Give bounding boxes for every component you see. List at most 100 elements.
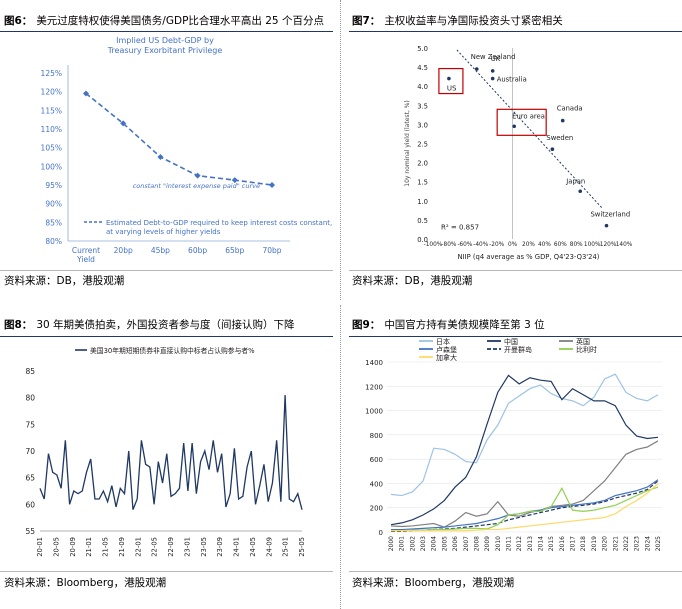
fig8-ytick-label: 70 [25,447,35,456]
fig7-point [604,223,609,228]
fig8-ytick-label: 60 [25,500,35,509]
fig7-point [560,118,565,123]
fig7-ylabel: 10y nominal yield (latest, %) [404,100,411,187]
fig7-ytick-label: 4.0 [417,83,428,91]
fig6-ytick-label: 85% [45,218,62,227]
fig6-ytick-label: 90% [45,200,62,209]
fig6-xtick-label: Yield [76,255,95,264]
fig9-ytick-label: 600 [370,456,383,464]
fig6-title-line2: Treasury Exorbitant Privilege [107,46,223,55]
fig9-xtick-label: 2007 [463,536,470,551]
fig9-top-rule [349,336,682,337]
fig9-legend-label: 日本 [436,337,450,346]
fig8-xtick-label: 22-01 [134,537,142,557]
fig9-ytick-label: 1200 [365,383,383,391]
fig6-ytick-label: 100% [41,162,62,171]
fig9-legend-label: 加拿大 [436,353,457,362]
fig6-xtick-label: 65bp [225,246,244,255]
fig7-point [490,69,495,73]
fig8-xtick-label: 25-05 [298,537,306,557]
fig9-legend-label: 卢森堡 [436,345,457,354]
fig9-xtick-label: 2022 [623,536,630,551]
fig9-xtick-label: 2018 [580,536,587,551]
fig7-ytick-label: 0.5 [417,217,428,225]
fig8-legend-label: 美国30年期短期债券非直接认购中标者占认购参与者% [90,346,255,355]
fig8-xtick-label: 24-05 [249,537,257,557]
fig6-ytick-label: 110% [41,125,62,134]
fig7-point-label: Euro area [512,112,545,120]
fig7-xtick-label: -80% [441,242,456,248]
fig7-xtick-label: 80% [570,242,583,248]
fig6-point [231,177,238,184]
fig7-xtick-label: 0% [508,242,518,248]
fig9-xtick-label: 2014 [538,536,545,551]
fig8-ytick-label: 55 [25,527,35,536]
fig7-xtick-label: -60% [457,242,472,248]
fig8-xtick-label: 21-05 [102,537,110,557]
fig6-ytick-label: 120% [41,88,62,97]
fig6-point [120,120,127,127]
fig9-xtick-label: 2012 [516,536,523,551]
fig8-ytick-label: 80 [25,394,35,403]
fig7-us-highlight-box [438,67,464,95]
fig7-point [550,147,555,152]
fig8-ytick-label: 65 [25,474,35,483]
fig7-ytick-label: 5.0 [417,45,428,53]
fig7-point-label: Sweden [546,134,573,142]
fig7-xtick-label: -100% [424,242,443,248]
fig6-ytick-label: 80% [45,237,62,246]
fig7-xlabel: NIIP (q4 average as % GDP, Q4'23-Q3'24) [458,253,600,261]
fig6-ytick-label: 115% [41,106,62,115]
fig7-point [578,189,583,194]
fig9-ytick-label: 400 [370,480,383,488]
fig8-xtick-label: 20-09 [69,537,77,557]
fig9-legend-label: 中国 [504,337,518,346]
fig9-legend-label: 开曼群岛 [504,345,532,354]
fig9-ytick-label: 0 [379,529,383,537]
fig7-xtick-label: 20% [522,242,535,248]
fig6-title: 图6： 美元过度特权使得美国债务/GDP比合理水平高出 25 个百分点 [4,15,324,27]
fig7-point [490,76,495,81]
fig8-xtick-label: 20-01 [36,537,44,557]
fig7-top-rule [349,31,682,32]
fig8-ytick-label: 85 [25,367,35,376]
fig7-chart: 0.0 0.5 1.0 1.5 2.0 2.5 3.0 3.5 4.0 4.5 5.0 -100% -8… [404,45,633,261]
fig8-source: 资料来源：Bloomberg，港股观潮 [4,577,167,589]
fig7-point-label: Australia [497,76,527,84]
fig7-xtick-label: 60% [554,242,567,248]
fig9-xtick-label: 2013 [527,536,534,551]
fig7-point-label: UK [491,55,501,63]
fig7-point-label: Canada [557,105,583,113]
fig6-xtick-label: 45bp [151,246,170,255]
fig9-series-line [390,374,659,526]
fig9-xtick-label: 2016 [559,536,566,551]
fig9-xtick-label: 2000 [388,536,395,551]
fig8-xtick-label: 24-09 [265,537,273,557]
fig9-xtick-label: 2015 [548,536,555,551]
fig7-source: 资料来源：DB，港股观潮 [352,275,473,287]
fig9-xtick-label: 2001 [399,536,406,551]
divider-bottom [340,305,341,609]
fig9-ytick-label: 800 [370,432,383,440]
fig6-xtick-label: 60bp [188,246,207,255]
fig8-xtick-label: 23-09 [216,537,224,557]
fig7-ytick-label: 1.0 [417,198,428,206]
fig9-xtick-label: 2008 [473,536,480,551]
fig9-xtick-label: 2003 [420,536,427,551]
fig8-xtick-label: 20-05 [52,537,60,557]
fig6-point [83,90,89,97]
fig6-legend-line1: Estimated Debt-to-GDP required to keep i… [106,219,332,227]
fig7-ytick-label: 3.0 [417,121,428,129]
fig6-series-line [85,92,273,186]
fig6-xtick-label: Current [72,246,100,255]
fig8-xtick-label: 22-05 [151,537,159,557]
fig9-xtick-label: 2024 [644,536,651,551]
fig8-xtick-label: 22-09 [167,537,175,557]
fig9-xtick-label: 2021 [612,536,619,551]
fig9-xtick-label: 2023 [634,536,641,551]
fig9-xtick-label: 2011 [505,536,512,551]
fig7-point-label: Japan [565,177,585,185]
fig6-point [157,154,164,160]
fig7-xtick-label: 120% [600,242,617,248]
fig6-top-rule [0,31,333,32]
